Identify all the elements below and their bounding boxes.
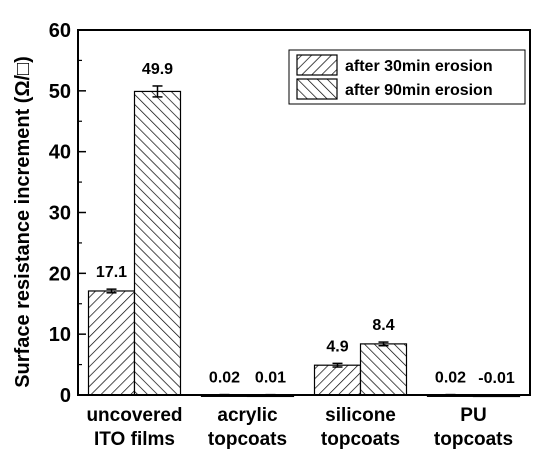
x-category-label: topcoats: [321, 429, 400, 450]
y-tick-label: 20: [49, 263, 71, 285]
y-tick-label: 50: [49, 81, 71, 103]
x-category-label: ITO films: [94, 429, 175, 450]
y-axis-ticks: 0 10 20 30 40 50 60: [49, 20, 86, 407]
y-tick-label: 10: [49, 324, 71, 346]
bars-layer: [87, 85, 521, 398]
data-label: 8.4: [372, 317, 394, 334]
data-label: 0.02: [209, 370, 240, 387]
bar: [87, 290, 136, 396]
data-label: 17.1: [96, 264, 127, 281]
y-tick-label: 60: [49, 20, 71, 42]
y-tick-label: 0: [60, 385, 71, 407]
y-tick-label: 30: [49, 203, 71, 225]
y-axis-title: Surface resistance increment (Ω/□): [12, 56, 34, 388]
x-axis-categories: uncovered ITO films acrylic topcoats silicon…: [86, 405, 513, 450]
data-label: 0.02: [435, 370, 466, 387]
bar: [133, 90, 182, 396]
x-category-label: PU: [460, 405, 486, 426]
legend-swatch-90min: [296, 78, 338, 100]
legend: after 30min erosion after 90min erosion: [288, 49, 526, 105]
x-category-label: uncovered: [86, 405, 182, 426]
x-category-label: topcoats: [208, 429, 287, 450]
legend-swatch-30min: [296, 54, 338, 76]
data-labels-layer: 17.1 49.9 0.02 0.01 4.9 8.4 0.02 -0.01: [96, 61, 515, 387]
bar: [313, 364, 362, 396]
bar: [359, 343, 408, 396]
x-category-label: silicone: [325, 405, 396, 426]
x-category-label: topcoats: [434, 429, 513, 450]
data-label: 4.9: [326, 338, 348, 355]
y-tick-label: 40: [49, 142, 71, 164]
legend-label-90min: after 90min erosion: [345, 82, 493, 99]
legend-label-30min: after 30min erosion: [345, 58, 493, 75]
data-label: 0.01: [255, 370, 286, 387]
x-category-label: acrylic: [217, 405, 278, 426]
data-label: 49.9: [142, 61, 173, 78]
data-label: -0.01: [478, 370, 515, 387]
